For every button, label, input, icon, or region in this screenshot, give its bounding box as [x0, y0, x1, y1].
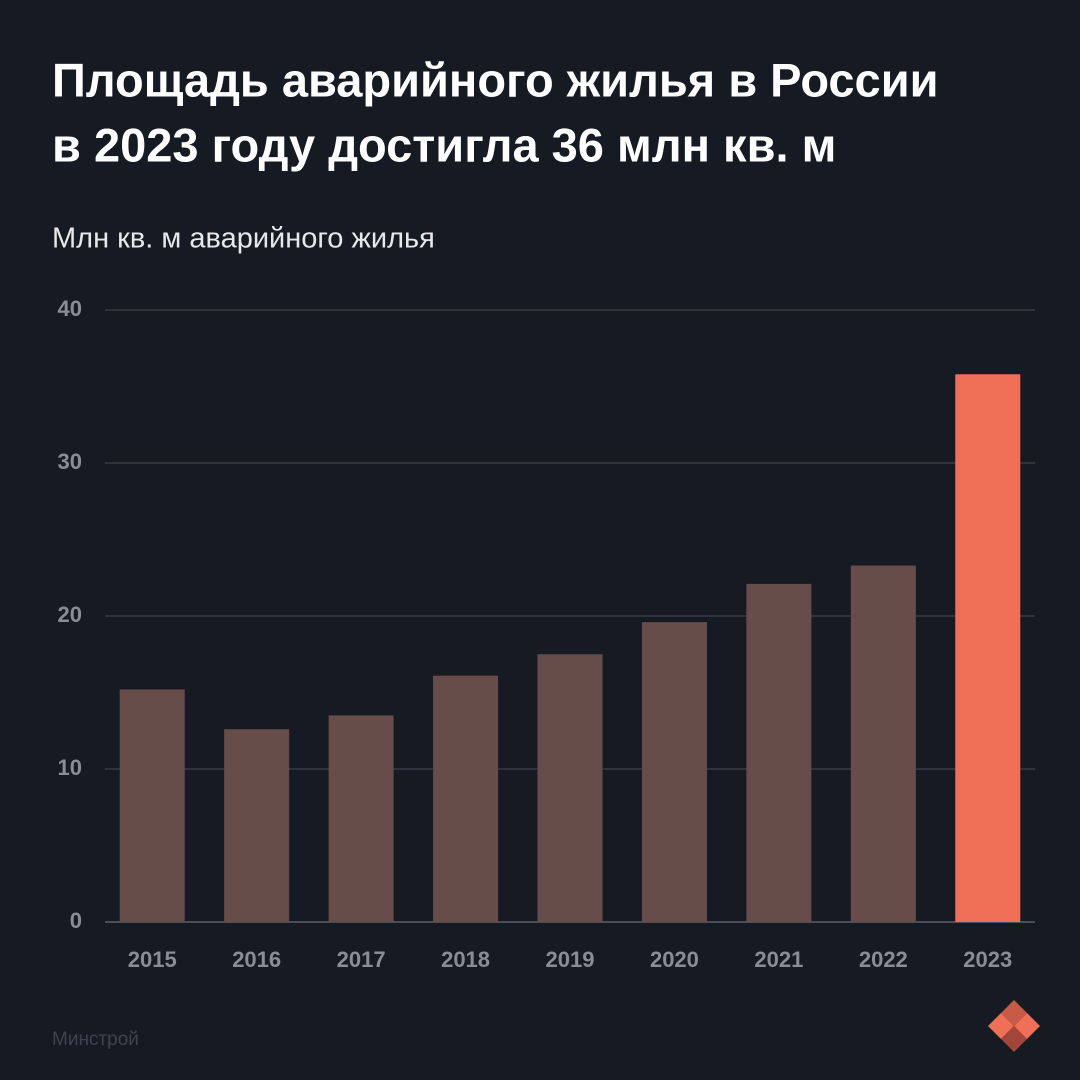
y-tick-label: 30 — [58, 449, 82, 474]
bar — [746, 583, 812, 922]
bar — [850, 565, 916, 922]
x-tick-label: 2015 — [128, 947, 177, 972]
x-tick-label: 2016 — [232, 947, 281, 972]
source: Минстрой — [52, 1029, 139, 1050]
chart-subtitle: Млн кв. м аварийного жилья — [52, 223, 435, 255]
x-tick-label: 2023 — [963, 947, 1012, 972]
x-tick-label: 2020 — [650, 947, 699, 972]
chart-title: Площадь аварийного жилья в России — [52, 53, 938, 106]
x-tick-label: 2022 — [859, 947, 908, 972]
y-tick-label: 40 — [58, 296, 82, 321]
y-tick-label: 20 — [58, 602, 82, 627]
x-tick-label: 2018 — [441, 947, 490, 972]
bar — [224, 729, 290, 922]
bar — [119, 689, 185, 922]
bar — [537, 654, 603, 922]
x-tick-label: 2017 — [337, 947, 386, 972]
x-tick-label: 2021 — [754, 947, 803, 972]
bar — [433, 675, 499, 922]
logo — [988, 1000, 1040, 1052]
y-tick-label: 10 — [58, 755, 82, 780]
chart-title: в 2023 году достигла 36 млн кв. м — [52, 118, 836, 171]
y-tick-label: 0 — [70, 908, 82, 933]
bar — [328, 715, 394, 922]
bar — [641, 622, 707, 922]
x-tick-label: 2019 — [546, 947, 595, 972]
bar — [955, 374, 1021, 922]
